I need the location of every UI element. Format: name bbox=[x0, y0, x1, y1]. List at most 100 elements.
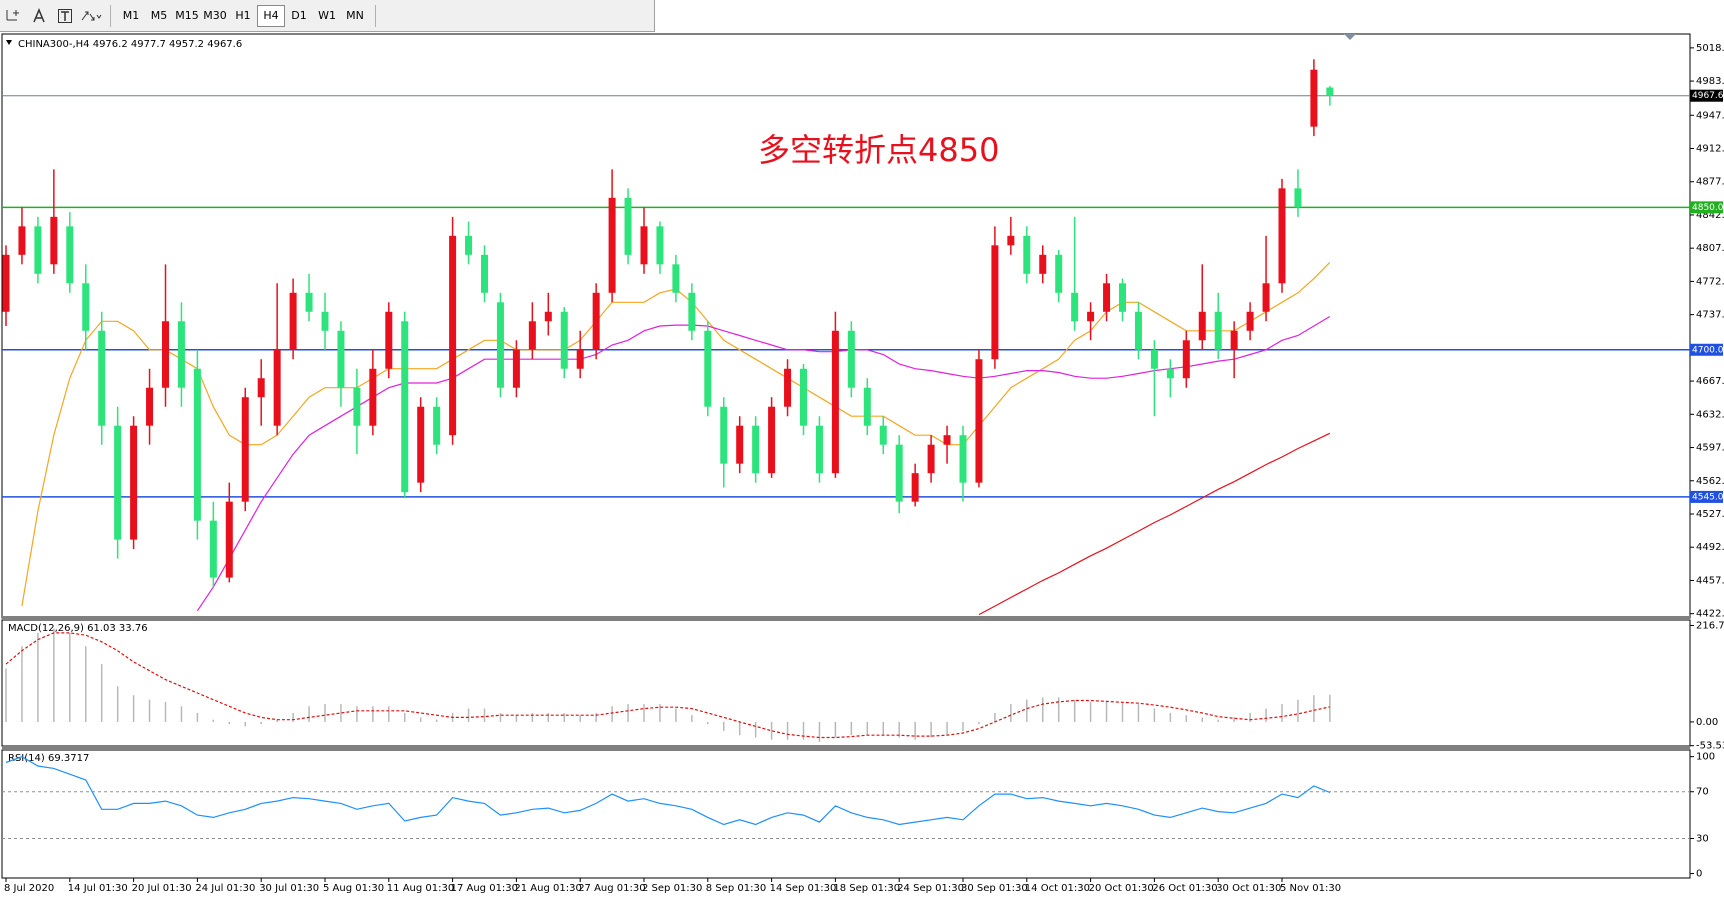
candle-body bbox=[273, 349, 281, 426]
candle-body bbox=[257, 378, 265, 398]
candle-body bbox=[576, 349, 584, 369]
level-label: 4700.0 bbox=[1692, 345, 1724, 355]
y-tick-label: 4983.0 bbox=[1696, 76, 1724, 87]
candle-body bbox=[560, 311, 568, 369]
candle-body bbox=[895, 444, 903, 502]
candle-body bbox=[1039, 254, 1047, 274]
candle-body bbox=[82, 283, 90, 331]
y-tick-label: 70 bbox=[1696, 787, 1709, 798]
candle-body bbox=[1119, 283, 1126, 312]
candle-body bbox=[177, 321, 185, 388]
arrows-tool[interactable] bbox=[78, 4, 104, 28]
text-tool[interactable] bbox=[26, 4, 52, 28]
y-tick-label: 4632.0 bbox=[1696, 409, 1724, 420]
candle-body bbox=[1087, 311, 1095, 322]
x-tick-label: 30 Jul 01:30 bbox=[259, 883, 319, 894]
y-tick-label: 4772.0 bbox=[1696, 276, 1724, 287]
candle-body bbox=[1230, 330, 1238, 350]
x-tick-label: 21 Aug 01:30 bbox=[514, 883, 581, 894]
candle-body bbox=[193, 368, 201, 521]
candle-body bbox=[815, 425, 823, 474]
candle-body bbox=[688, 292, 696, 331]
y-tick-label: 4457.0 bbox=[1696, 575, 1724, 586]
candle-body bbox=[1166, 368, 1174, 379]
candle-body bbox=[640, 226, 648, 265]
period-button[interactable]: M1 bbox=[122, 9, 140, 22]
candle-body bbox=[289, 292, 297, 350]
candle-body bbox=[831, 330, 839, 474]
candle-body bbox=[18, 226, 26, 255]
candle-body bbox=[146, 387, 154, 426]
period-button[interactable]: MN bbox=[346, 9, 364, 22]
period-button[interactable]: H1 bbox=[235, 9, 251, 22]
main-panel bbox=[1, 33, 1691, 619]
annotation: 多空转折点4850 bbox=[758, 131, 999, 169]
y-tick-label: 4807.0 bbox=[1696, 243, 1724, 254]
candle-body bbox=[879, 425, 887, 445]
x-tick-label: 14 Oct 01:30 bbox=[1025, 883, 1090, 894]
y-tick-label: 4527.0 bbox=[1696, 509, 1724, 520]
y-tick-label: 4562.0 bbox=[1696, 476, 1724, 487]
candle-body bbox=[1198, 311, 1206, 341]
candle-body bbox=[305, 292, 313, 312]
y-tick-label: 4947.0 bbox=[1696, 110, 1724, 121]
period-button[interactable]: H4 bbox=[257, 4, 285, 27]
candle-body bbox=[624, 197, 632, 255]
candle-body bbox=[130, 425, 138, 540]
candle-body bbox=[1007, 235, 1015, 246]
signal-line bbox=[5, 632, 1330, 739]
candle-body bbox=[927, 444, 935, 474]
level-label-box bbox=[1690, 201, 1723, 214]
candle-body bbox=[1310, 69, 1318, 127]
candle-body bbox=[2, 254, 10, 312]
candle-body bbox=[1055, 254, 1063, 293]
last-price-label: 4967.6 bbox=[1692, 91, 1724, 101]
candle-body bbox=[1182, 340, 1190, 379]
candle-body bbox=[943, 435, 951, 445]
y-tick-label: 5018.0 bbox=[1696, 43, 1724, 54]
candle-body bbox=[1150, 349, 1158, 369]
x-tick-label: 17 Aug 01:30 bbox=[451, 883, 518, 894]
crosshair-tool[interactable] bbox=[0, 4, 26, 28]
y-tick-label: 0 bbox=[1696, 869, 1702, 880]
level-label-box bbox=[1690, 343, 1723, 356]
x-tick-label: 8 Sep 01:30 bbox=[706, 883, 766, 894]
y-tick-label: 4877.0 bbox=[1696, 177, 1724, 188]
x-tick-label: 26 Oct 01:30 bbox=[1152, 883, 1217, 894]
candle-body bbox=[608, 197, 616, 293]
x-tick-label: 11 Aug 01:30 bbox=[387, 883, 454, 894]
candle-body bbox=[1071, 292, 1079, 322]
rsi-panel bbox=[1, 749, 1691, 879]
chart-header: CHINA300-,H4 4976.2 4977.7 4957.2 4967.6 bbox=[18, 39, 242, 50]
period-button[interactable]: M30 bbox=[203, 9, 227, 22]
candle-body bbox=[353, 387, 361, 426]
panel-layer bbox=[2, 59, 1690, 616]
separator bbox=[110, 4, 111, 27]
toolbar: M1 M5 M15 M30 H1 H4 D1 W1 MN bbox=[0, 0, 655, 32]
candle-body bbox=[98, 330, 106, 426]
candle-body bbox=[496, 302, 504, 388]
period-button[interactable]: D1 bbox=[291, 9, 307, 22]
candle-body bbox=[225, 501, 233, 578]
x-tick-label: 20 Oct 01:30 bbox=[1089, 883, 1154, 894]
candle-body bbox=[512, 349, 520, 388]
level-label: 4850.0 bbox=[1692, 203, 1724, 213]
y-tick-label: 4842.0 bbox=[1696, 210, 1724, 221]
period-button[interactable]: M5 bbox=[150, 9, 168, 22]
label-tool[interactable] bbox=[52, 4, 78, 28]
x-tick-label: 5 Aug 01:30 bbox=[323, 883, 384, 894]
candle-body bbox=[66, 226, 74, 284]
period-button[interactable]: W1 bbox=[318, 9, 336, 22]
y-tick-label: 100 bbox=[1696, 752, 1715, 763]
candle-body bbox=[1103, 283, 1111, 312]
collapse-icon bbox=[6, 40, 12, 45]
period-button[interactable]: M15 bbox=[175, 9, 199, 22]
candle-body bbox=[847, 330, 855, 388]
candle-body bbox=[449, 235, 457, 436]
candle-body bbox=[672, 264, 680, 293]
candle-body bbox=[34, 226, 42, 274]
candle-body bbox=[528, 321, 536, 350]
y-tick-label: 216.78 bbox=[1696, 620, 1724, 631]
candle-body bbox=[544, 311, 552, 322]
